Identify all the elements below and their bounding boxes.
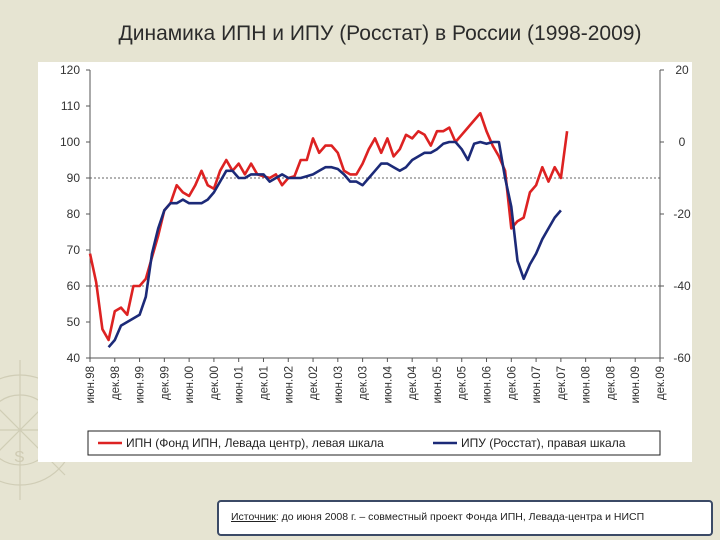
x-tick-label: дек.06 xyxy=(506,366,518,400)
y-left-tick-label: 100 xyxy=(60,135,80,149)
slide-title: Динамика ИПН и ИПУ (Росстат) в России (1… xyxy=(118,22,642,45)
legend-label-ipn: ИПН (Фонд ИПН, Левада центр), левая шкал… xyxy=(126,436,384,450)
x-tick-label: дек.99 xyxy=(159,366,171,400)
x-tick-label: июн.99 xyxy=(135,366,147,403)
series-line-ipn xyxy=(88,111,569,342)
x-tick-label: июн.07 xyxy=(531,366,543,403)
source-box: Источник: до июня 2008 г. – совместный п… xyxy=(217,500,713,536)
line-chart: 40 50 60 70 80 90 100 110 120 -60 -40 -20 0 20 июн.98 д… xyxy=(60,63,691,456)
legend-label-ipu: ИПУ (Росстат), правая шкала xyxy=(461,436,626,450)
x-tick-label: дек.01 xyxy=(258,366,270,400)
x-tick-label: дек.09 xyxy=(655,366,667,400)
x-tick-label: дек.98 xyxy=(110,366,122,400)
x-tick-label: дек.08 xyxy=(605,366,617,400)
x-tick-label: июн.04 xyxy=(382,365,394,403)
y-right-tick-label: 0 xyxy=(679,135,686,149)
y-left-tick-label: 80 xyxy=(67,207,81,221)
x-tick-label: июн.03 xyxy=(333,366,345,403)
y-left-tick-label: 110 xyxy=(61,99,80,113)
x-tick-label: июн.05 xyxy=(432,366,444,403)
y-left-tick-label: 40 xyxy=(67,351,81,365)
y-right-tick-label: -20 xyxy=(673,207,691,221)
x-tick-label: дек.03 xyxy=(358,366,370,400)
y-left-tick-label: 60 xyxy=(67,279,81,293)
x-tick-label: дек.02 xyxy=(308,366,320,400)
y-right-tick-label: 20 xyxy=(675,63,689,77)
y-left-tick-label: 70 xyxy=(67,243,81,257)
source-text: : до июня 2008 г. – совместный проект Фо… xyxy=(275,511,645,523)
x-tick-label: июн.02 xyxy=(283,366,295,403)
y-left-tick-label: 120 xyxy=(60,63,80,77)
x-tick-label: дек.00 xyxy=(209,366,221,400)
x-tick-label: июн.08 xyxy=(581,366,593,403)
chart-panel: 40 50 60 70 80 90 100 110 120 -60 -40 -20 0 20 июн.98 д… xyxy=(38,62,692,462)
series-line-ipu xyxy=(107,140,562,349)
y-right-tick-label: -40 xyxy=(673,279,691,293)
legend-box xyxy=(87,430,661,456)
x-tick-label: дек.04 xyxy=(407,365,419,400)
x-tick-label: дек.07 xyxy=(556,366,568,400)
x-tick-label: июн.00 xyxy=(184,366,196,403)
x-tick-label: июн.06 xyxy=(482,366,494,403)
x-tick-label: июн.09 xyxy=(630,366,642,403)
y-left-tick-label: 90 xyxy=(67,171,81,185)
x-tick-label: июн.98 xyxy=(85,366,97,403)
y-left-tick-label: 50 xyxy=(67,315,81,329)
y-right-tick-label: -60 xyxy=(673,351,691,365)
source-label: Источник xyxy=(231,511,276,523)
svg-text:S: S xyxy=(14,449,25,466)
source-note: Источник: до июня 2008 г. – совместный п… xyxy=(231,511,644,523)
x-tick-label: дек.05 xyxy=(457,366,469,400)
x-tick-label: июн.01 xyxy=(234,366,246,403)
